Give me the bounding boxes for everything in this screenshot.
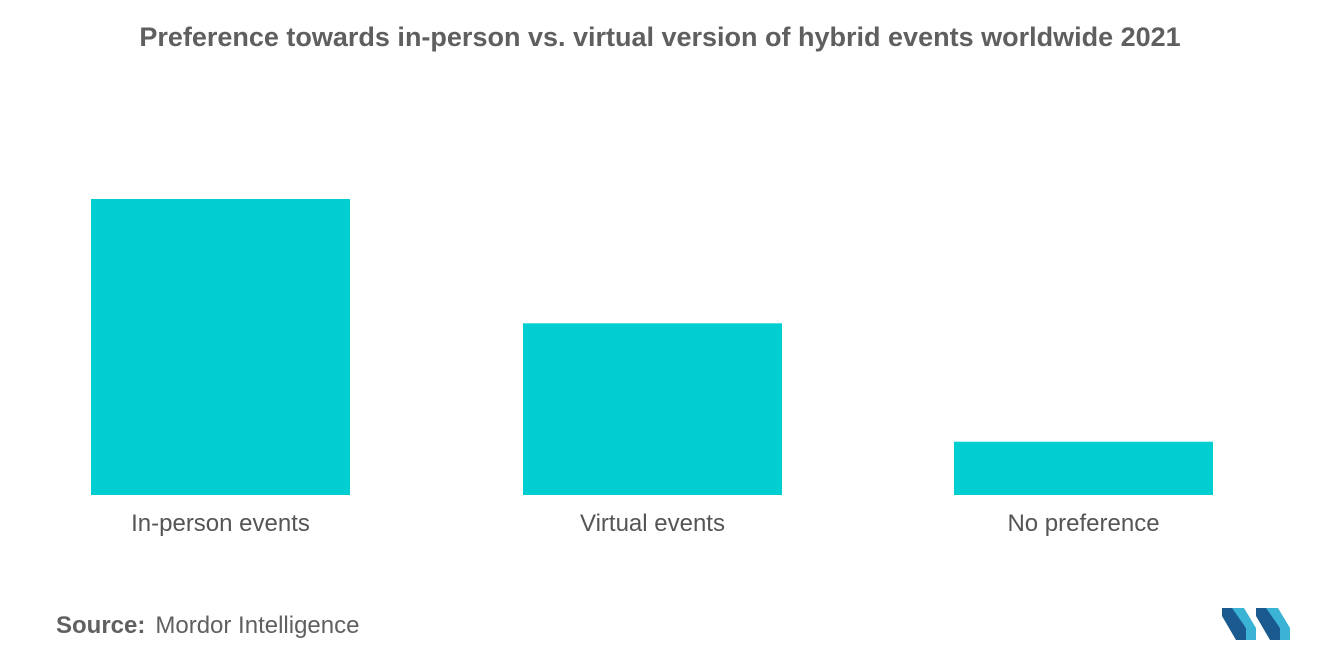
category-label: No preference <box>1007 510 1159 537</box>
source-name: Mordor Intelligence <box>155 612 360 639</box>
mordor-intelligence-logo-icon <box>1222 608 1290 640</box>
bar-no-preference <box>954 441 1213 495</box>
source-note: Source: Mordor Intelligence <box>56 612 359 640</box>
category-label: In-person events <box>131 510 310 537</box>
bar-virtual-events <box>523 323 782 495</box>
category-labels-group: In-person events Virtual events No prefere… <box>131 510 1159 537</box>
category-label: Virtual events <box>580 510 725 537</box>
bar-in-person-events <box>91 199 350 495</box>
source-label: Source: <box>56 612 146 639</box>
chart-title: Preference towards in-person vs. virtual… <box>139 22 1181 52</box>
bar-chart: In-person events Virtual events No prefere… <box>91 199 1213 537</box>
bars-group <box>91 199 1213 495</box>
